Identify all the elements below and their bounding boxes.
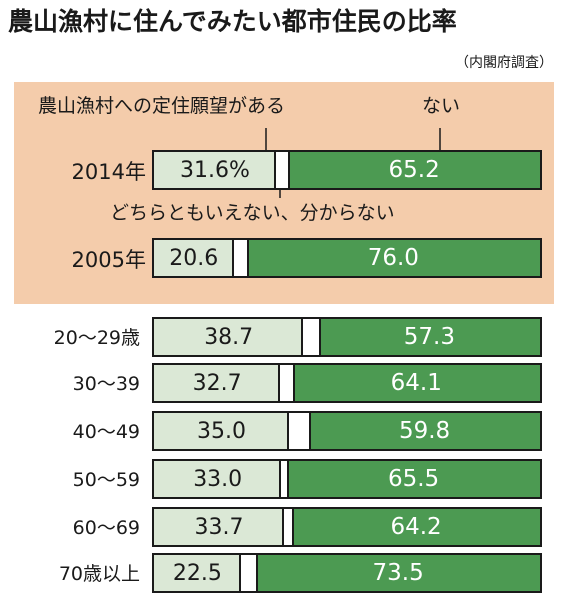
bar-segment-want [154, 365, 281, 401]
value-label-not: 64.1 [390, 370, 442, 396]
stacked-bar: 32.7 64.1 [152, 363, 542, 403]
stacked-bar: 31.6% 65.2 [152, 150, 542, 190]
value-label-want: 31.6% [180, 157, 250, 183]
bar-segment-want [154, 240, 234, 276]
value-label-want: 32.7 [192, 370, 242, 396]
value-label-want: 20.6 [169, 245, 219, 271]
bar-segment-not [318, 319, 540, 355]
category-label: 20～29歳 [53, 327, 140, 349]
bar-segment-want [154, 319, 304, 355]
category-label: 50～59 [72, 469, 140, 491]
stacked-bar: 33.0 65.5 [152, 459, 542, 499]
category-label: 60～69 [72, 517, 140, 539]
category-label: 2014年 [71, 160, 146, 184]
bar-segment-want [154, 152, 276, 188]
bar-segment-want [154, 413, 290, 449]
bar-segment-not [309, 413, 540, 449]
category-label: 40～49 [72, 421, 140, 443]
legend-not-label: ない [422, 95, 461, 117]
bar-segment-not [288, 152, 540, 188]
stacked-bar: 33.7 64.2 [152, 507, 542, 547]
value-label-not: 59.8 [398, 418, 451, 444]
stacked-bar: 35.0 59.8 [152, 411, 542, 451]
bar-segment-not [292, 365, 540, 401]
value-label-want: 38.7 [204, 324, 254, 350]
value-label-not: 65.2 [388, 157, 440, 183]
value-label-not: 64.2 [390, 514, 442, 540]
bar-segment-want [154, 555, 241, 591]
value-label-not: 57.3 [403, 324, 455, 350]
value-label-want: 35.0 [197, 418, 247, 444]
source-note: （内閣府調査） [455, 55, 553, 71]
stacked-bar: 22.5 73.5 [152, 553, 542, 593]
bar-segment-want [154, 461, 282, 497]
value-label-not: 76.0 [367, 245, 419, 271]
stacked-bar: 20.6 76.0 [152, 238, 542, 278]
value-label-not: 65.5 [387, 466, 440, 492]
bar-segment-not [287, 461, 540, 497]
category-label: 70歳以上 [58, 563, 140, 585]
bar-segment-not [256, 555, 540, 591]
chart-title: 農山漁村に住んでみたい都市住民の比率 [8, 7, 457, 36]
value-label-want: 22.5 [172, 560, 222, 586]
value-label-not: 73.5 [372, 560, 424, 586]
value-label-want: 33.7 [194, 514, 244, 540]
bar-segment-not [246, 240, 540, 276]
category-label: 2005年 [71, 248, 146, 272]
legend-want-label: 農山漁村への定住願望がある [38, 95, 286, 117]
bar-segment-want [154, 509, 285, 545]
stacked-bar: 38.7 57.3 [152, 317, 542, 357]
value-label-want: 33.0 [193, 466, 243, 492]
category-label: 30～39 [72, 373, 140, 395]
bar-segment-not [292, 509, 540, 545]
legend-neither-label: どちらともいえない、分からない [110, 202, 395, 224]
